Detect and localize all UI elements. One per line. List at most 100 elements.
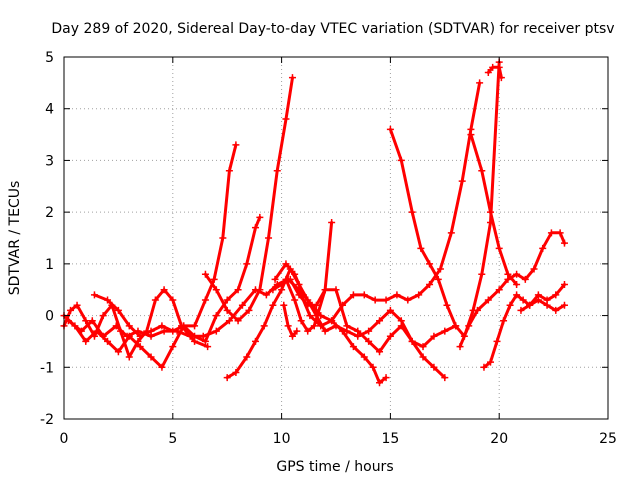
data-point xyxy=(204,343,212,351)
series-line xyxy=(482,293,566,369)
data-point xyxy=(486,208,494,216)
data-point xyxy=(223,374,231,382)
data-point xyxy=(441,327,449,335)
data-point xyxy=(386,125,394,133)
data-point xyxy=(201,296,209,304)
data-point xyxy=(404,296,412,304)
data-point xyxy=(560,281,568,289)
y-axis-label: SDTVAR / TECUs xyxy=(7,181,23,296)
data-point xyxy=(517,306,525,314)
plot-frame xyxy=(63,56,609,420)
data-point xyxy=(360,353,368,361)
data-point xyxy=(513,291,521,299)
data-point xyxy=(513,281,521,289)
data-point xyxy=(452,322,460,330)
data-point xyxy=(112,322,120,330)
data-point xyxy=(489,63,497,71)
data-point xyxy=(547,229,555,237)
data-point xyxy=(328,317,336,325)
series-arc-14 xyxy=(467,131,521,289)
series-line xyxy=(519,283,566,312)
data-point xyxy=(232,368,240,376)
data-point xyxy=(199,332,207,340)
data-point xyxy=(310,322,318,330)
series-line xyxy=(469,133,519,286)
data-point xyxy=(273,167,281,175)
data-point xyxy=(552,291,560,299)
data-point xyxy=(225,167,233,175)
data-point xyxy=(297,317,305,325)
data-point xyxy=(99,312,107,320)
x-tick-label: 15 xyxy=(381,431,399,447)
data-point xyxy=(232,141,240,149)
data-point xyxy=(386,306,394,314)
data-point xyxy=(88,317,96,325)
data-point xyxy=(497,74,505,82)
data-point xyxy=(245,306,253,314)
data-point xyxy=(306,312,314,320)
data-point xyxy=(332,286,340,294)
data-point xyxy=(169,296,177,304)
chart-title: Day 289 of 2020, Sidereal Day-to-day VTE… xyxy=(51,21,614,37)
data-point xyxy=(415,291,423,299)
data-point xyxy=(219,234,227,242)
data-point xyxy=(114,306,122,314)
data-point xyxy=(539,244,547,252)
data-point xyxy=(160,327,168,335)
x-tick-label: 5 xyxy=(168,431,177,447)
data-point xyxy=(147,353,155,361)
data-point xyxy=(419,343,427,351)
data-point xyxy=(251,224,259,232)
data-point xyxy=(210,275,218,283)
x-axis-label: GPS time / hours xyxy=(276,459,393,475)
data-point xyxy=(360,291,368,299)
data-point xyxy=(458,177,466,185)
data-point xyxy=(473,306,481,314)
data-point xyxy=(393,291,401,299)
data-point xyxy=(282,260,290,268)
data-point xyxy=(160,286,168,294)
data-point xyxy=(234,286,242,294)
data-point xyxy=(225,317,233,325)
data-point xyxy=(493,337,501,345)
series-arc-11 xyxy=(386,58,503,340)
data-point xyxy=(465,322,473,330)
data-point xyxy=(408,208,416,216)
data-point xyxy=(262,291,270,299)
series-arc-15 xyxy=(517,281,568,314)
data-point xyxy=(321,327,329,335)
data-point xyxy=(288,74,296,82)
data-point xyxy=(64,317,72,325)
data-point xyxy=(419,353,427,361)
data-point xyxy=(456,343,464,351)
x-tick-label: 20 xyxy=(490,431,508,447)
data-point xyxy=(243,353,251,361)
series-line xyxy=(271,277,447,380)
data-point xyxy=(349,343,357,351)
data-point xyxy=(278,281,286,289)
data-point xyxy=(386,332,394,340)
data-point xyxy=(243,260,251,268)
data-point xyxy=(436,265,444,273)
data-point xyxy=(382,374,390,382)
data-point xyxy=(317,312,325,320)
data-point xyxy=(371,296,379,304)
x-tick-label: 0 xyxy=(60,431,69,447)
series-arc-2 xyxy=(60,141,240,371)
series-arc-16 xyxy=(484,63,505,82)
data-point xyxy=(151,296,159,304)
data-point xyxy=(339,327,347,335)
y-tick-label: -2 xyxy=(40,412,54,428)
data-point xyxy=(484,296,492,304)
data-point xyxy=(495,286,503,294)
data-point xyxy=(376,348,384,356)
data-point xyxy=(125,322,133,330)
data-point xyxy=(271,275,279,283)
data-point xyxy=(369,363,377,371)
data-point xyxy=(560,239,568,247)
data-point xyxy=(77,327,85,335)
data-point xyxy=(99,332,107,340)
data-point xyxy=(365,337,373,345)
